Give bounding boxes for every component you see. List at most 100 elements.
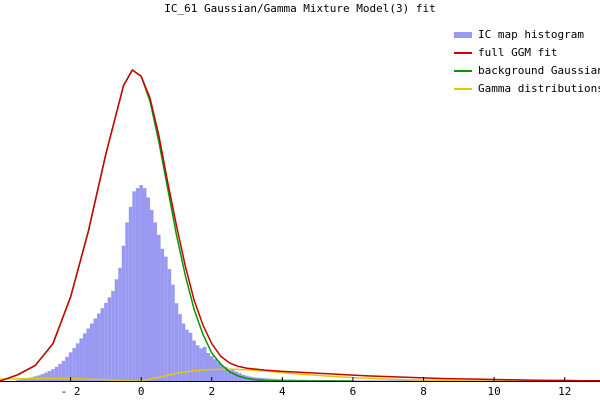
legend: IC map histogram full GGM fit background G… <box>454 28 600 95</box>
histogram-bar-11 <box>54 366 59 381</box>
histogram-bar-33 <box>132 191 136 381</box>
histogram-bar-25 <box>104 302 108 381</box>
histogram-bar-2 <box>22 378 27 381</box>
x-tick-label-2: 2 <box>208 385 215 398</box>
histogram-bar-49 <box>188 332 193 381</box>
histogram-bar-48 <box>185 329 189 381</box>
x-tick-label-6: 10 <box>487 385 500 398</box>
histogram-bar-76 <box>284 379 288 381</box>
histogram-bar-101 <box>372 380 376 381</box>
histogram-bar-62 <box>234 371 239 381</box>
legend-entry-0: IC map histogram <box>454 28 584 41</box>
histogram-bar-31 <box>125 222 129 381</box>
histogram-bar-53 <box>202 346 207 381</box>
histogram-bar-55 <box>210 356 214 381</box>
histogram-bar-99 <box>365 380 369 381</box>
histogram-bar-100 <box>368 380 373 381</box>
histogram-bar-17 <box>75 343 80 381</box>
histogram-bar-29 <box>118 267 122 381</box>
histogram-bar-41 <box>160 248 165 381</box>
histogram-bar-52 <box>199 348 203 381</box>
legend-entry-1: full GGM fit <box>454 46 557 59</box>
histogram-bar-43 <box>167 269 172 381</box>
histogram-bar-16 <box>72 348 76 381</box>
histogram-bar-38 <box>150 209 154 381</box>
histogram-bar-102 <box>375 380 380 381</box>
x-tick-label-0: - 2 <box>61 385 81 398</box>
histogram-bar-103 <box>379 380 383 381</box>
histogram-bar-104 <box>382 380 387 381</box>
histogram-bar-18 <box>79 338 83 381</box>
histogram-bar-51 <box>195 345 200 381</box>
histogram-bar-54 <box>206 353 210 381</box>
histogram-bar-0 <box>15 380 20 381</box>
histogram-bar-19 <box>82 333 87 381</box>
histogram-bar-40 <box>157 234 161 381</box>
histogram-bar-59 <box>224 367 228 381</box>
histogram-bar-28 <box>114 279 119 381</box>
legend-label-2: background Gaussian <box>478 64 600 77</box>
x-tick-label-4: 6 <box>350 385 357 398</box>
x-tick-label-5: 8 <box>420 385 427 398</box>
legend-entry-2: background Gaussian <box>454 64 600 77</box>
chart-title: IC_61 Gaussian/Gamma Mixture Model(3) fi… <box>164 2 436 15</box>
histogram-bar-46 <box>178 314 182 381</box>
histogram-bar-109 <box>400 380 405 381</box>
histogram-bar-96 <box>354 380 359 381</box>
histogram-bar-35 <box>139 185 143 381</box>
histogram-bar-27 <box>111 291 115 381</box>
histogram-bar-37 <box>146 197 150 381</box>
histogram-bar-7 <box>40 374 45 381</box>
x-tick-label-7: 12 <box>558 385 571 398</box>
histogram-bar-26 <box>107 297 112 381</box>
histogram-bar-34 <box>135 188 140 381</box>
legend-label-1: full GGM fit <box>478 46 557 59</box>
histogram-bar-20 <box>86 328 90 381</box>
histogram-bar-106 <box>390 380 394 381</box>
histogram-bar-8 <box>44 372 48 381</box>
histogram-bar-22 <box>93 318 98 381</box>
histogram-bar-97 <box>358 380 362 381</box>
legend-entry-3: Gamma distributions <box>454 82 600 95</box>
histogram-bar-58 <box>220 365 225 381</box>
gamma-distributions-line <box>0 368 600 382</box>
histogram-bar-47 <box>181 323 186 381</box>
legend-label-0: IC map histogram <box>478 28 584 41</box>
histogram-bar-78 <box>291 379 295 381</box>
histogram-bar-39 <box>153 222 158 381</box>
histogram-bar-61 <box>231 370 235 381</box>
histogram-bar-108 <box>397 380 401 381</box>
histogram-bar-111 <box>407 380 412 381</box>
histogram-bar-105 <box>386 380 390 381</box>
legend-label-3: Gamma distributions <box>478 82 600 95</box>
histogram-bar-45 <box>174 303 179 381</box>
histogram-bar-23 <box>97 313 101 381</box>
histogram-bar-98 <box>361 380 366 381</box>
histogram-layer <box>15 185 599 381</box>
full-ggm-fit-line <box>0 69 600 382</box>
histogram-bar-21 <box>90 323 94 381</box>
histogram-bar-32 <box>128 206 133 381</box>
histogram-bar-36 <box>142 188 147 381</box>
histogram-bar-9 <box>47 371 52 381</box>
histogram-bar-10 <box>51 369 55 381</box>
histogram-bar-57 <box>217 362 221 381</box>
histogram-bar-60 <box>227 368 232 381</box>
x-tick-label-1: 0 <box>138 385 145 398</box>
histogram-bar-24 <box>100 308 105 381</box>
histogram-bar-112 <box>411 380 415 381</box>
histogram-bar-74 <box>277 379 281 381</box>
histogram-bar-3 <box>26 378 30 381</box>
histogram-bar-70 <box>262 378 267 381</box>
histogram-bar-42 <box>164 256 168 381</box>
curve-layer <box>0 69 600 382</box>
histogram-bar-1 <box>19 379 23 381</box>
histogram-bar-15 <box>68 352 73 381</box>
histogram-bar-12 <box>58 363 62 381</box>
histogram-bar-13 <box>61 360 66 381</box>
axis-layer: - 2 0 2 4 6 8 10 12 <box>0 377 600 398</box>
histogram-bar-73 <box>273 378 278 381</box>
histogram-bar-110 <box>404 380 408 381</box>
